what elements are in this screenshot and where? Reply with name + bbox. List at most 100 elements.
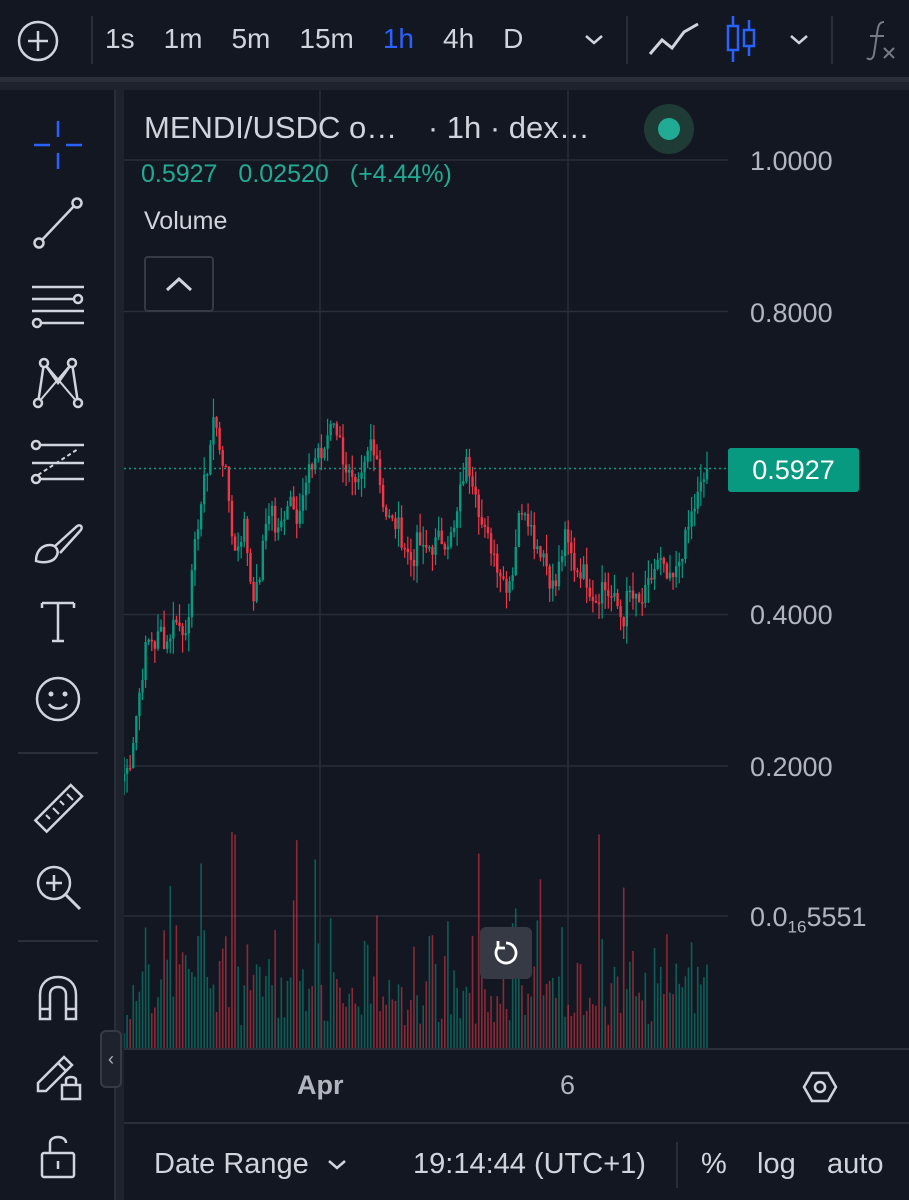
interval-15m[interactable]: 15m — [299, 23, 354, 54]
volume-bar — [172, 996, 175, 1048]
magnet-icon — [38, 975, 78, 1021]
candle-body — [193, 539, 197, 571]
candle-body — [526, 513, 530, 527]
candle-body — [428, 547, 431, 549]
interval-5m[interactable]: 5m — [231, 23, 271, 54]
fib-retracement-icon — [30, 439, 84, 485]
crosshair-tool[interactable] — [25, 112, 91, 178]
indicators-icon[interactable] — [864, 18, 900, 62]
date-range-dropdown[interactable]: Date Range — [154, 1148, 347, 1181]
candles-icon[interactable] — [724, 14, 758, 64]
log-scale-toggle[interactable]: log — [757, 1148, 796, 1180]
candle-body — [625, 590, 628, 627]
volume-bar — [518, 973, 520, 1048]
date-range-label: Date Range — [154, 1148, 309, 1180]
candle-body — [354, 476, 357, 483]
unlock-tool[interactable] — [25, 1122, 91, 1188]
candle-body — [610, 596, 613, 598]
interval-1s[interactable]: 1s — [105, 23, 135, 54]
volume-bar — [258, 966, 261, 1048]
reset-chart-button[interactable] — [480, 927, 532, 979]
chevron-up-icon — [165, 276, 193, 292]
ruler-tool[interactable] — [25, 776, 91, 842]
volume-legend[interactable]: Volume — [144, 207, 228, 235]
volume-bar — [187, 968, 190, 1048]
volume-bar — [558, 976, 560, 1048]
volume-bar — [490, 996, 492, 1048]
volume-bar — [511, 923, 514, 1048]
horizontal-lines-tool[interactable] — [25, 272, 91, 338]
toolbar-divider — [91, 16, 93, 64]
interval-1h[interactable]: 1h — [382, 23, 415, 54]
collapse-legend-button[interactable] — [144, 256, 214, 312]
candle-body — [273, 505, 277, 533]
volume-bar — [197, 936, 199, 1048]
volume-bar — [255, 964, 258, 1048]
timezone-clock[interactable]: 19:14:44 (UTC+1) — [413, 1148, 646, 1180]
trend-line-tool[interactable] — [25, 190, 91, 256]
candle-body — [184, 633, 187, 636]
volume-bar — [212, 984, 215, 1048]
interval-4h[interactable]: 4h — [443, 23, 475, 54]
volume-bar — [286, 980, 289, 1048]
candle-body — [496, 553, 499, 573]
interval-dropdown-icon[interactable] — [583, 33, 605, 47]
pattern-tool[interactable] — [25, 350, 91, 416]
volume-bar — [228, 1007, 230, 1048]
symbol-legend[interactable]: MENDI/USDC o… · 1h · dex… — [144, 110, 590, 146]
volume-bar — [326, 1020, 329, 1048]
volume-bar — [200, 863, 202, 1048]
zoom-in-tool[interactable] — [25, 854, 91, 920]
market-status-icon[interactable] — [644, 104, 694, 154]
volume-bar — [163, 930, 165, 1048]
drawing-toolbar — [0, 90, 116, 1200]
magnet-tool[interactable] — [25, 964, 91, 1030]
text-tool[interactable] — [25, 588, 91, 654]
add-symbol-icon[interactable] — [14, 17, 62, 65]
volume-bar — [459, 1018, 462, 1048]
volume-bar — [447, 921, 449, 1048]
auto-scale-toggle[interactable]: auto — [827, 1148, 884, 1180]
interval-d[interactable]: D — [503, 23, 524, 54]
candle-body — [310, 464, 314, 470]
volume-bar — [629, 961, 631, 1048]
lock-drawings-tool[interactable] — [25, 1042, 91, 1108]
line-chart-icon[interactable] — [648, 20, 700, 60]
candle-body — [144, 642, 147, 680]
percent-scale-toggle[interactable]: % — [701, 1148, 727, 1180]
price-plot[interactable] — [124, 90, 909, 1200]
volume-bar — [576, 962, 579, 1048]
candle-body — [366, 450, 369, 462]
volume-bar — [431, 935, 434, 1048]
volume-bar — [570, 1015, 573, 1048]
volume-bar — [154, 1007, 156, 1048]
volume-bar — [249, 990, 252, 1048]
candle-body — [517, 513, 521, 547]
volume-bar — [592, 1004, 594, 1048]
brush-tool[interactable] — [25, 510, 91, 576]
lock-drawings-icon — [36, 1055, 82, 1101]
chart-type-dropdown-icon[interactable] — [788, 33, 810, 47]
volume-bar — [289, 977, 292, 1048]
interval-1m[interactable]: 1m — [163, 23, 203, 54]
volume-bar — [625, 989, 628, 1048]
candle-body — [557, 561, 561, 587]
candle-body — [314, 458, 317, 470]
brush-icon — [34, 524, 83, 564]
candle-body — [236, 546, 240, 551]
volume-bar — [659, 966, 662, 1048]
price-axis-label: 1.0000 — [750, 146, 833, 176]
candle-body — [492, 553, 496, 556]
volume-bar — [382, 996, 384, 1048]
volume-bar — [388, 980, 391, 1048]
chart-pane[interactable]: MENDI/USDC o… · 1h · dex… 0.5927 0.02520… — [124, 90, 909, 1200]
candle-body — [674, 566, 678, 578]
chart-settings-icon[interactable] — [802, 1069, 838, 1105]
volume-bar — [548, 980, 551, 1048]
volume-bar — [551, 977, 554, 1048]
volume-bar — [262, 996, 264, 1048]
collapse-toolbar-button[interactable]: ‹ — [100, 1030, 122, 1088]
volume-bar — [579, 964, 582, 1048]
emoji-tool[interactable] — [25, 666, 91, 732]
fib-retracement-tool[interactable] — [25, 430, 91, 496]
